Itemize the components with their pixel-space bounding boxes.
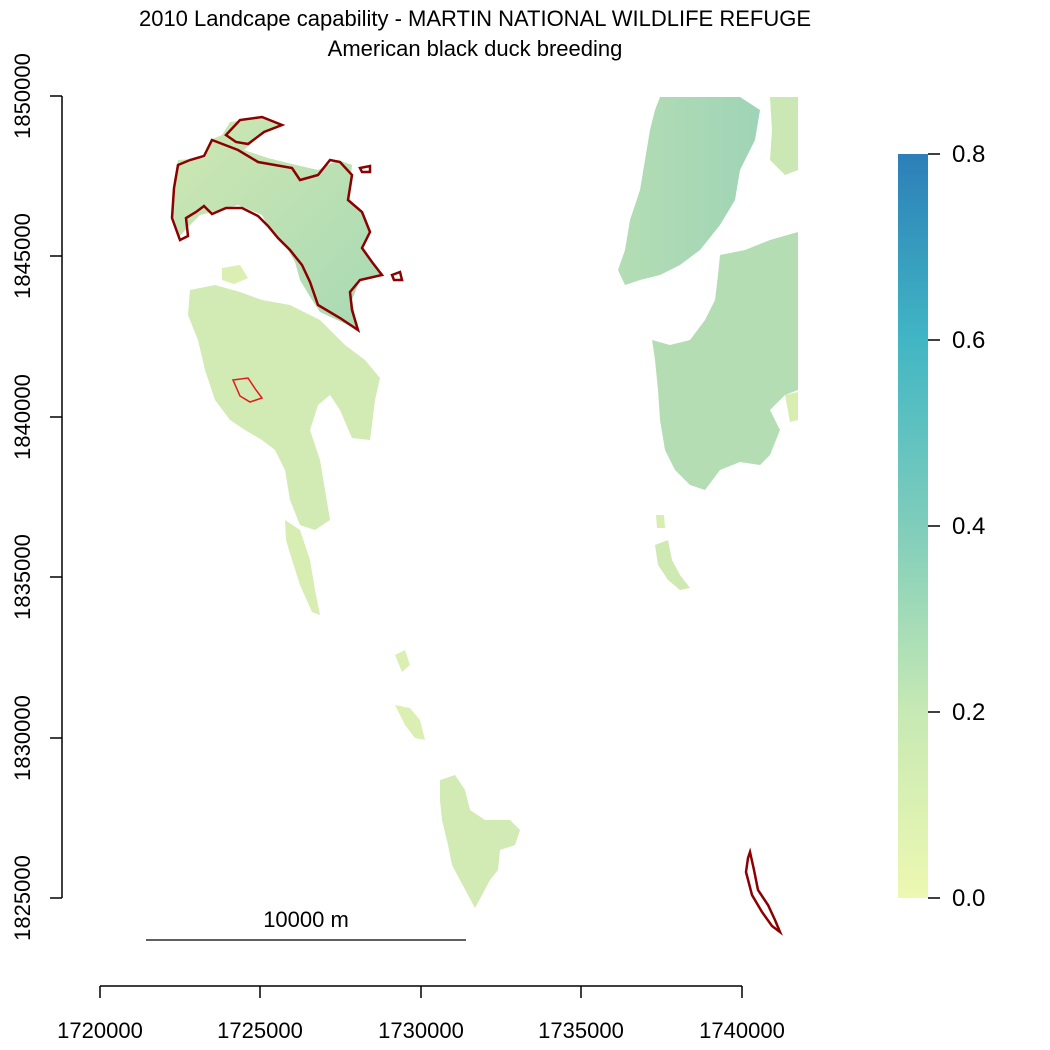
land-patch-mid-2 [395, 705, 425, 740]
x-axis [99, 985, 743, 998]
legend-ticks [928, 153, 940, 899]
y-axis [50, 95, 63, 899]
land-patch-east-mid [652, 232, 798, 490]
legend-tick-label: 0.4 [952, 513, 985, 540]
land-patch-west [188, 285, 380, 530]
y-tick-label: 1840000 [10, 374, 35, 460]
land-patch-mid-1 [395, 650, 410, 672]
y-tick-label: 1850000 [10, 53, 35, 139]
y-tick-label: 1825000 [10, 855, 35, 941]
x-tick-label: 1720000 [57, 1018, 143, 1043]
land-raster-east [618, 97, 798, 590]
x-tick-label: 1740000 [699, 1018, 785, 1043]
refuge-boundary-west-inner [231, 377, 264, 403]
legend-tick-label: 0.8 [952, 141, 985, 168]
map-subtitle: American black duck breeding [327, 36, 623, 61]
refuge-boundary-north-tip [224, 115, 286, 146]
x-tick-label: 1725000 [217, 1018, 303, 1043]
land-raster [172, 118, 520, 908]
land-patch-east-edge [770, 97, 798, 175]
color-legend: 0.0 0.2 0.4 0.6 0.8 [898, 141, 985, 912]
legend-tick-label: 0.0 [952, 885, 985, 912]
land-patch-east-south [655, 540, 690, 590]
x-tick-label: 1730000 [378, 1018, 464, 1043]
y-tick-label: 1835000 [10, 534, 35, 620]
scale-bar-label: 10000 m [263, 907, 349, 932]
refuge-boundaries [170, 115, 783, 936]
legend-tick-label: 0.2 [952, 699, 985, 726]
x-tick-labels: 1720000 1725000 1730000 1735000 1740000 [57, 1018, 785, 1043]
scale-bar: 10000 m [146, 907, 466, 941]
refuge-boundary-southeast [744, 847, 783, 936]
land-patch-small-top [222, 265, 248, 284]
legend-colorbar [898, 154, 928, 898]
refuge-boundary-islet-2 [390, 270, 404, 282]
y-tick-label: 1845000 [10, 213, 35, 299]
land-patch-east-tiny [656, 515, 665, 528]
land-patch-northwest [172, 118, 382, 330]
y-tick-labels: 1850000 1845000 1840000 1835000 1830000 … [10, 53, 35, 941]
legend-tick-label: 0.6 [952, 327, 985, 354]
y-tick-label: 1830000 [10, 695, 35, 781]
land-patch-south [440, 775, 520, 908]
x-tick-label: 1735000 [538, 1018, 624, 1043]
land-patch-northeast [618, 97, 760, 285]
land-patch-east-small-1 [785, 392, 798, 422]
land-patch-west-south [285, 520, 320, 615]
map-title: 2010 Landcape capability - MARTIN NATION… [138, 6, 812, 31]
refuge-boundary-islet-1 [358, 164, 372, 174]
refuge-boundary-main [170, 138, 385, 333]
